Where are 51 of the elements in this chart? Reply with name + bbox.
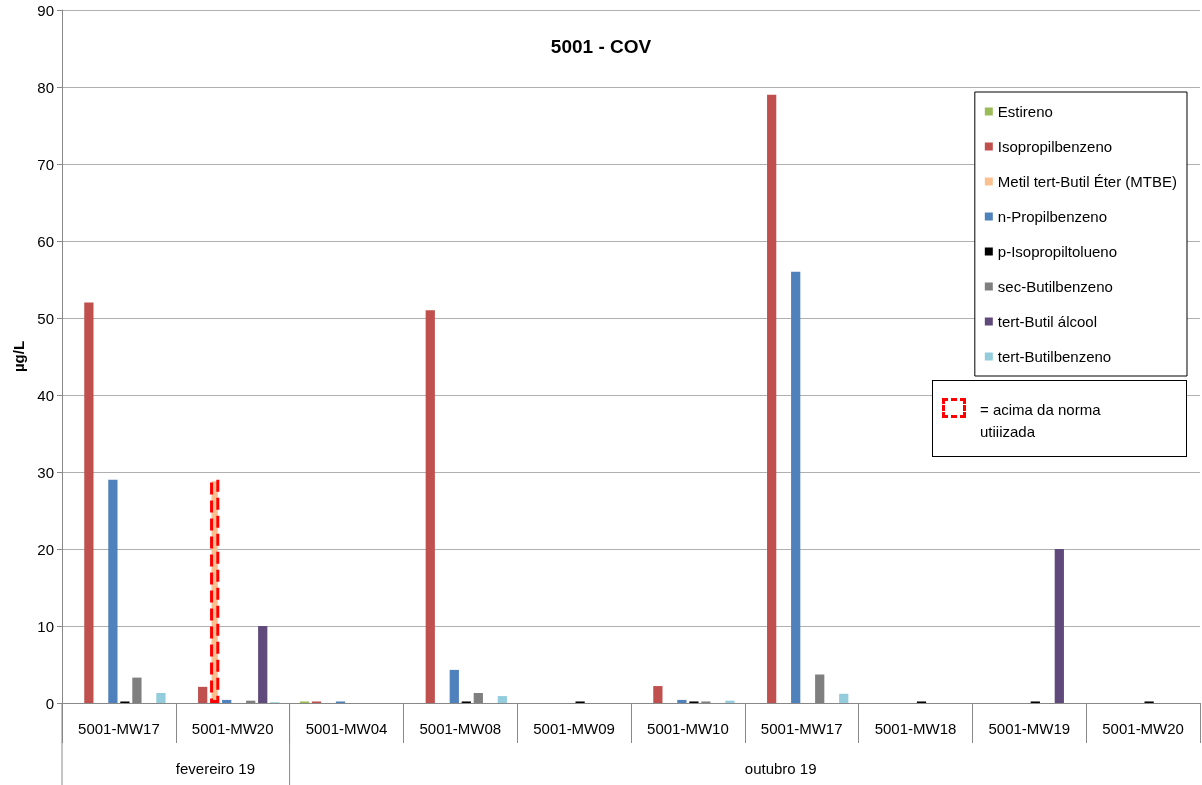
legend-label: sec-Butilbenzeno [997, 278, 1113, 295]
x-tick-label: 5001-MW17 [760, 720, 843, 737]
bar [449, 669, 459, 703]
x-tick-label: 5001-MW20 [1102, 720, 1184, 737]
y-tick-label: 60 [37, 232, 54, 250]
y-tick-label: 70 [37, 155, 54, 173]
bar [677, 699, 687, 703]
text: fevereiro 19 [175, 760, 256, 777]
bar [839, 693, 849, 703]
y-tick-label: 30 [37, 463, 54, 481]
text: 5001 - COV [550, 36, 652, 57]
x-tick-label: 5001-MW10 [647, 720, 729, 737]
bar [84, 302, 94, 703]
annotation: = acima da norma utiiizada [980, 400, 1102, 442]
x-tick-label: 5001-MW17 [78, 720, 160, 737]
y-tick-label: 20 [37, 540, 54, 558]
bar [1054, 549, 1064, 703]
note-box: = acima da norma utiiizada [932, 380, 1187, 457]
bar [497, 696, 507, 703]
y-tick-label: 10 [37, 617, 54, 635]
y-tick-label: 50 [37, 309, 54, 327]
bar [767, 94, 777, 703]
legend-label: n-Propilbenzeno [997, 208, 1108, 225]
bar [156, 692, 166, 703]
y-tick-label: 90 [37, 1, 54, 19]
bar [108, 479, 118, 703]
legend-label: Metil tert-Butil Éter (MTBE) [997, 173, 1177, 190]
x-tick-label: 5001-MW20 [191, 720, 274, 737]
x-tick-label: 5001-MW09 [533, 720, 615, 737]
legend-label: Isopropilbenzeno [997, 138, 1113, 155]
x-tick-label: 5001-MW08 [419, 720, 502, 737]
legend-label: Estireno [997, 103, 1053, 120]
legend-label: tert-Butilbenzeno [997, 348, 1112, 365]
bar [222, 699, 232, 703]
bar [425, 310, 435, 703]
y-axis-title: µg/L [10, 340, 28, 373]
x-tick-label: 5001-MW04 [305, 720, 388, 737]
y-tick-label: 0 [45, 694, 54, 712]
bar [653, 686, 663, 703]
x-tick-label: 5001-MW18 [874, 720, 957, 737]
x-tick-label: 5001-MW19 [988, 720, 1071, 737]
y-tick-label: 40 [37, 386, 54, 404]
bar [725, 700, 735, 703]
bar [210, 479, 220, 703]
legend-label: p-Isopropiltolueno [997, 243, 1118, 260]
legend-label: tert-Butil álcool [997, 313, 1098, 330]
bar [198, 686, 208, 703]
bar [791, 271, 801, 703]
y-tick-label: 80 [37, 78, 54, 96]
text: outubro 19 [744, 760, 817, 777]
bar [258, 626, 268, 703]
